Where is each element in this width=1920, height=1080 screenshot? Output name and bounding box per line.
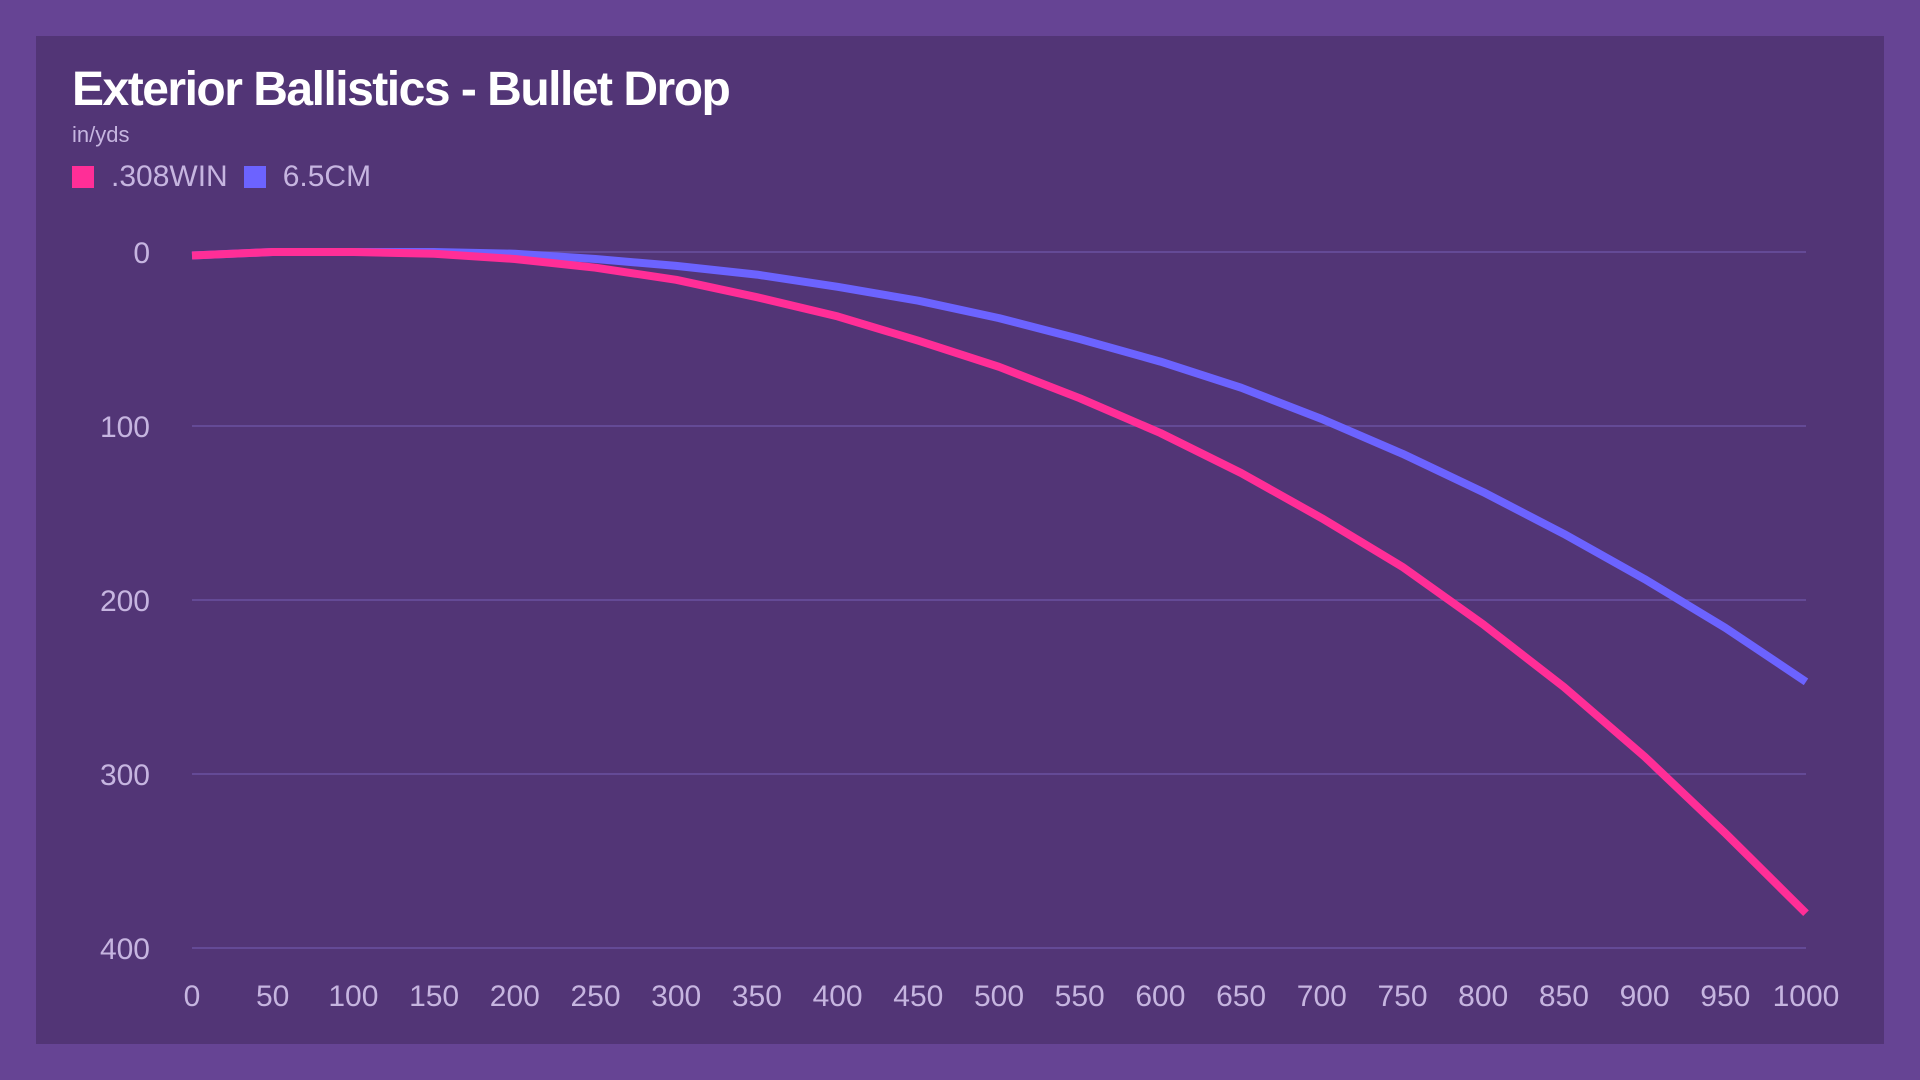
x-tick-label-100: 100: [328, 980, 378, 1013]
x-tick-label-350: 350: [732, 980, 782, 1013]
y-tick-label-100: 100: [100, 411, 150, 444]
x-tick-label-200: 200: [490, 980, 540, 1013]
x-tick-label-950: 950: [1700, 980, 1750, 1013]
x-tick-label-500: 500: [974, 980, 1024, 1013]
x-tick-label-250: 250: [570, 980, 620, 1013]
legend-item-65cm[interactable]: 6.5CM: [243, 160, 372, 194]
legend-swatch-65cm: [243, 166, 266, 188]
series-line-308win: [191, 248, 1809, 917]
x-tick-label-550: 550: [1055, 980, 1105, 1013]
x-tick-label-0: 0: [184, 980, 201, 1013]
x-tick-label-650: 650: [1216, 980, 1266, 1013]
x-tick-label-150: 150: [409, 980, 459, 1013]
x-tick-label-1000: 1000: [1773, 980, 1840, 1013]
x-tick-label-300: 300: [651, 980, 701, 1013]
x-tick-label-850: 850: [1539, 980, 1589, 1013]
series-line-65cm: [191, 248, 1809, 686]
chart-title: Exterior Ballistics - Bullet Drop: [72, 63, 731, 116]
legend-label-308win: .308WIN: [111, 160, 228, 193]
legend-label-65cm: 6.5CM: [282, 160, 372, 193]
y-tick-label-400: 400: [100, 933, 150, 966]
y-tick-label-200: 200: [100, 585, 150, 618]
x-tick-label-800: 800: [1458, 980, 1508, 1013]
x-tick-label-700: 700: [1297, 980, 1347, 1013]
chart-subtitle: in/yds: [72, 122, 130, 147]
legend-swatch-308win: [72, 166, 94, 188]
x-tick-label-50: 50: [256, 980, 289, 1013]
legend-item-308win[interactable]: .308WIN: [72, 160, 228, 194]
x-tick-label-900: 900: [1620, 980, 1670, 1013]
y-tick-label-0: 0: [133, 237, 150, 270]
x-tick-label-750: 750: [1377, 980, 1427, 1013]
x-tick-label-450: 450: [893, 980, 943, 1013]
x-tick-label-600: 600: [1135, 980, 1185, 1013]
chart-legend: .308WIN 6.5CM: [72, 160, 387, 194]
x-tick-label-400: 400: [813, 980, 863, 1013]
y-tick-label-300: 300: [100, 759, 150, 792]
